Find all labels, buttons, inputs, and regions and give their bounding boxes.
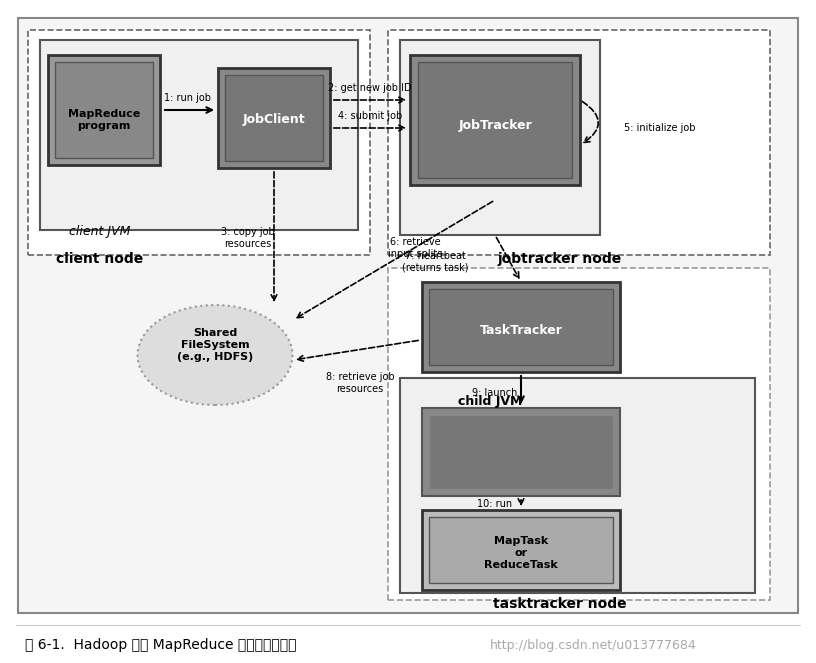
Bar	[388, 30, 770, 255]
Ellipse shape	[138, 305, 292, 405]
Text: MapTask
or
ReduceTask: MapTask or ReduceTask	[484, 536, 558, 570]
Text: Shared
FileSystem
(e.g., HDFS): Shared FileSystem (e.g., HDFS)	[177, 328, 253, 361]
Bar	[48, 55, 160, 165]
Text: tasktracker node: tasktracker node	[493, 597, 627, 611]
Bar	[218, 68, 330, 168]
Bar	[410, 55, 580, 185]
Text: child JVM: child JVM	[458, 395, 522, 408]
Text: client node: client node	[56, 252, 144, 266]
Bar	[55, 62, 153, 158]
Bar	[429, 289, 613, 365]
Bar	[28, 30, 370, 255]
Text: 1: run job: 1: run job	[165, 93, 211, 103]
Text: 4: submit job: 4: submit job	[338, 111, 402, 121]
Bar	[225, 75, 323, 161]
Text: 8: retrieve job
resources: 8: retrieve job resources	[326, 372, 394, 394]
Text: MapReduce
program: MapReduce program	[68, 109, 140, 131]
Text: 10: run: 10: run	[477, 499, 512, 509]
Text: 图 6-1.  Hadoop 运行 MapReduce 作业的工作原理: 图 6-1. Hadoop 运行 MapReduce 作业的工作原理	[25, 638, 296, 652]
Bar	[422, 282, 620, 372]
Bar	[422, 408, 620, 496]
Text: 9: launch: 9: launch	[472, 388, 517, 398]
Bar	[18, 18, 798, 613]
Bar	[388, 268, 770, 600]
Text: 6: retrieve
input splits: 6: retrieve input splits	[388, 237, 442, 259]
Bar	[429, 415, 613, 489]
Text: JobTracker: JobTracker	[458, 119, 532, 131]
Text: client JVM: client JVM	[69, 225, 131, 238]
Text: http://blog.csdn.net/u013777684: http://blog.csdn.net/u013777684	[490, 638, 697, 652]
Bar	[400, 40, 600, 235]
Text: 5: initialize job: 5: initialize job	[624, 123, 695, 133]
Bar	[400, 378, 755, 593]
Text: TaskTracker: TaskTracker	[480, 324, 562, 337]
Text: 2: get new job ID: 2: get new job ID	[328, 83, 412, 93]
Bar	[429, 517, 613, 583]
Bar	[422, 510, 620, 590]
Text: 3: copy job
resources: 3: copy job resources	[221, 227, 275, 249]
Text: 7: heartbeat
(returns task): 7: heartbeat (returns task)	[401, 251, 468, 272]
Text: JobClient: JobClient	[242, 113, 305, 127]
Text: jobtracker node: jobtracker node	[498, 252, 622, 266]
Bar	[418, 62, 572, 178]
Bar	[40, 40, 358, 230]
